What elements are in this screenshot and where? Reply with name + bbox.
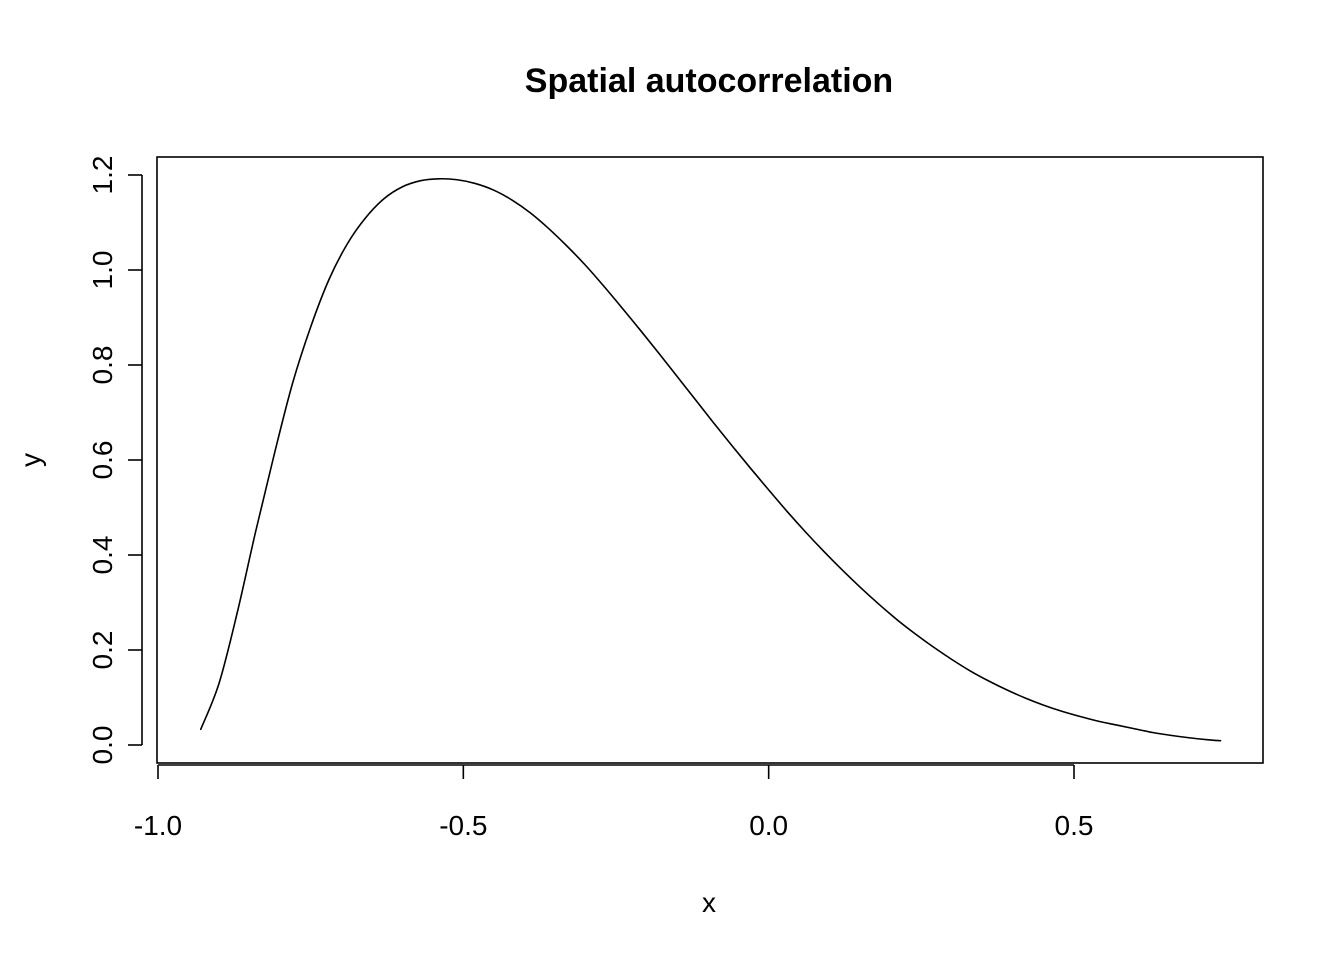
y-tick-label: 0.4 <box>87 536 118 575</box>
y-tick-label: 0.2 <box>87 631 118 670</box>
plot-series <box>199 177 1222 742</box>
x-tick-label: -0.5 <box>439 810 487 841</box>
y-tick-label: 1.0 <box>87 251 118 290</box>
y-tick-label: 0.8 <box>87 346 118 385</box>
y-tick-label: 0.6 <box>87 441 118 480</box>
chart-title: Spatial autocorrelation <box>525 62 893 100</box>
y-tick-label: 1.2 <box>87 156 118 195</box>
y-axis: 0.0 0.2 0.4 0.6 0.8 1.0 1.2 <box>87 156 143 765</box>
x-axis: -1.0 -0.5 0.0 0.5 <box>134 764 1094 841</box>
series-line-y <box>199 177 1222 742</box>
plot-frame <box>156 156 1264 764</box>
x-tick-label: 0.5 <box>1055 810 1094 841</box>
y-axis-label: y <box>15 453 46 467</box>
x-axis-label: x <box>702 887 716 918</box>
x-tick-label: 0.0 <box>749 810 788 841</box>
y-tick-label: 0.0 <box>87 726 118 765</box>
x-tick-label: -1.0 <box>134 810 182 841</box>
